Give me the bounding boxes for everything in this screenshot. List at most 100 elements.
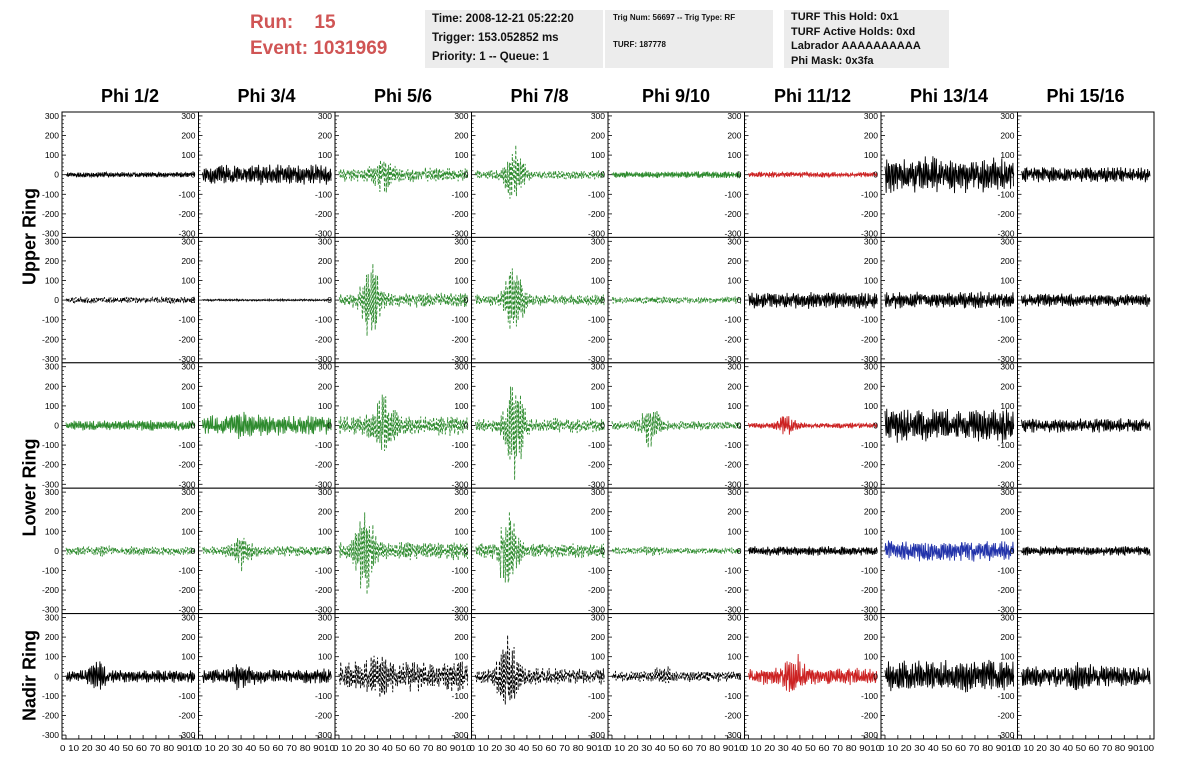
y-tick-label: 100 xyxy=(45,276,59,286)
y-tick-label: -300 xyxy=(451,228,468,238)
y-tick-label: 100 xyxy=(1000,401,1014,411)
y-tick-label: -200 xyxy=(724,209,741,219)
waveform-panel: -300 -200 -100 0 100 200 300 xyxy=(861,613,1018,740)
y-tick-label: -200 xyxy=(588,460,605,470)
y-tick-label: -300 xyxy=(451,730,468,740)
y-tick-label: 200 xyxy=(454,131,468,141)
y-tick-label: -300 xyxy=(42,354,59,364)
run-label: Run: xyxy=(250,12,294,33)
y-tick-label: 200 xyxy=(318,131,332,141)
y-tick-label: -300 xyxy=(315,354,332,364)
labrador-text: Labrador AAAAAAAAAA xyxy=(791,40,921,52)
trigger-info-box: Trig Num: 56697 -- Trig Type: RF TURF: 1… xyxy=(605,10,773,68)
y-tick-label: 0 xyxy=(1010,421,1015,431)
waveform-trace xyxy=(65,171,195,179)
y-tick-label: -300 xyxy=(724,730,741,740)
y-tick-label: -300 xyxy=(42,605,59,615)
y-tick-label: -100 xyxy=(315,315,332,325)
waveform-trace xyxy=(748,291,878,309)
y-tick-label: 200 xyxy=(45,131,59,141)
y-tick-label: -200 xyxy=(724,334,741,344)
y-tick-label: -100 xyxy=(451,315,468,325)
y-tick-label: 100 xyxy=(591,526,605,536)
y-tick-label: 100 xyxy=(591,652,605,662)
y-tick-label: -100 xyxy=(588,565,605,575)
event-label: Event: xyxy=(250,38,309,59)
y-tick-label: 300 xyxy=(864,236,878,246)
y-tick-label: 0 xyxy=(600,421,605,431)
waveform-panel: -300 -200 -100 0 100 200 300 xyxy=(315,362,472,489)
y-tick-label: 100 xyxy=(181,652,195,662)
column-label: Phi 7/8 xyxy=(510,86,569,106)
y-tick-label: -200 xyxy=(451,460,468,470)
y-tick-label: -200 xyxy=(178,585,195,595)
waveform-trace xyxy=(65,296,195,305)
y-tick-label: -300 xyxy=(997,605,1014,615)
y-tick-label: 0 xyxy=(873,671,878,681)
waveform-trace xyxy=(338,512,468,595)
y-tick-label: -300 xyxy=(178,228,195,238)
y-tick-label: -100 xyxy=(997,315,1014,325)
waveform-panel: -300 -200 -100 0 100 200 300 xyxy=(724,613,882,740)
y-tick-label: 300 xyxy=(454,613,468,623)
y-tick-label: -100 xyxy=(42,189,59,199)
waveform-panel: -300 -200 -100 0 100 200 300 xyxy=(451,111,609,238)
y-tick-label: 0 xyxy=(191,421,196,431)
y-tick-label: -100 xyxy=(178,440,195,450)
waveform-panel: -300 -200 -100 0 100 200 300 xyxy=(178,487,336,615)
waveform-panel: -300 -200 -100 0 100 200 300 xyxy=(315,613,472,740)
y-tick-label: -300 xyxy=(315,730,332,740)
y-tick-label: 200 xyxy=(727,381,741,391)
y-tick-label: -300 xyxy=(861,228,878,238)
y-tick-label: 200 xyxy=(318,507,332,517)
y-tick-label: 200 xyxy=(45,632,59,642)
y-tick-label: 200 xyxy=(1000,381,1014,391)
y-tick-label: -300 xyxy=(42,730,59,740)
y-tick-label: -200 xyxy=(997,585,1014,595)
y-tick-label: -300 xyxy=(451,479,468,489)
y-tick-label: -300 xyxy=(315,605,332,615)
y-tick-label: 300 xyxy=(727,487,741,497)
y-tick-label: 100 xyxy=(591,401,605,411)
y-tick-label: 200 xyxy=(181,381,195,391)
y-tick-label: 300 xyxy=(864,487,878,497)
y-tick-label: -200 xyxy=(42,585,59,595)
y-tick-label: 100 xyxy=(318,150,332,160)
run-event-box: Run: 15 Event: 1031969 xyxy=(250,10,387,62)
y-tick-label: -200 xyxy=(315,710,332,720)
y-tick-label: -200 xyxy=(724,710,741,720)
y-tick-label: 300 xyxy=(45,362,59,372)
waveform-panel: -300 -200 -100 0 100 200 300 xyxy=(588,487,745,615)
y-tick-label: 0 xyxy=(1010,170,1015,180)
y-tick-label: -100 xyxy=(42,565,59,575)
y-tick-label: 200 xyxy=(181,131,195,141)
priority-text: Priority: 1 -- Queue: 1 xyxy=(432,51,549,63)
y-tick-label: 200 xyxy=(727,256,741,266)
y-tick-label: -200 xyxy=(997,710,1014,720)
event-row: Event: 1031969 xyxy=(250,36,387,62)
y-tick-label: 300 xyxy=(591,111,605,121)
y-tick-label: -200 xyxy=(315,334,332,344)
y-tick-label: 100 xyxy=(864,276,878,286)
y-tick-label: 100 xyxy=(591,150,605,160)
y-tick-label: 0 xyxy=(54,295,59,305)
y-tick-label: -300 xyxy=(724,479,741,489)
waveform-trace xyxy=(475,635,605,705)
y-tick-label: -300 xyxy=(724,228,741,238)
column-label: Phi 1/2 xyxy=(100,86,160,106)
y-tick-label: 200 xyxy=(454,632,468,642)
y-tick-label: -100 xyxy=(724,691,741,701)
y-tick-label: -200 xyxy=(178,334,195,344)
y-tick-label: -100 xyxy=(178,189,195,199)
y-tick-label: -100 xyxy=(724,315,741,325)
y-tick-label: 200 xyxy=(45,256,59,266)
y-tick-label: 300 xyxy=(591,362,605,372)
waveform-panel: -300 -200 -100 0 100 200 300 xyxy=(588,613,745,740)
y-tick-label: -300 xyxy=(588,605,605,615)
y-tick-label: -100 xyxy=(42,440,59,450)
y-tick-label: 300 xyxy=(454,362,468,372)
y-tick-label: -200 xyxy=(724,460,741,470)
waveform-panel: -300 -200 -100 0 100 200 300 xyxy=(724,111,882,238)
y-tick-label: 0 xyxy=(873,421,878,431)
